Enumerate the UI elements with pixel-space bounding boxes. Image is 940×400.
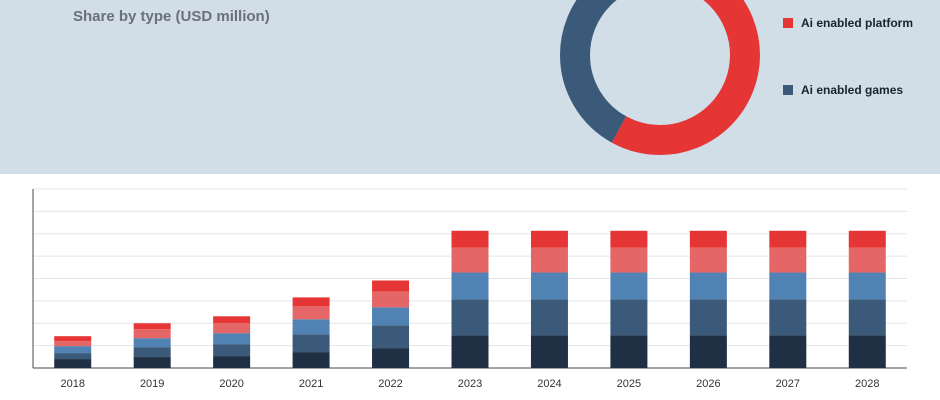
legend-label-games: Ai enabled games: [801, 83, 904, 97]
bar-segment-2019-2: [133, 347, 171, 358]
bar-segment-2020-2: [213, 344, 251, 357]
bar-segment-2026-1: [689, 335, 727, 368]
bar-segment-2018-5: [54, 336, 92, 342]
bar-segment-2020-1: [213, 356, 251, 368]
bar-segment-2022-2: [372, 325, 410, 349]
donut-slice-platform: [560, 0, 760, 155]
bar-segment-2026-3: [689, 272, 727, 300]
bar-segment-2022-4: [372, 291, 410, 308]
bar-segment-2018-2: [54, 353, 92, 360]
bar-segment-2027-5: [769, 230, 807, 248]
bar-segment-2020-5: [213, 316, 251, 324]
stacked-bar-chart: 2018 2019 2020 2021 2022 2023 2024 2025 2026 2027…: [32, 188, 907, 390]
x-tick-label: 2024: [537, 378, 561, 390]
legend-swatch-games: [783, 85, 793, 95]
bar-segment-2023-2: [451, 299, 489, 336]
bar-segment-2024-1: [530, 335, 568, 368]
donut-slice-games: [560, 0, 760, 155]
bar-segment-2018-1: [54, 359, 92, 368]
x-tick-label: 2021: [299, 378, 323, 390]
x-tick-label: 2027: [776, 378, 800, 390]
panel-title: Share by type (USD million): [73, 8, 270, 25]
bar-segment-2023-1: [451, 335, 489, 368]
bar-segment-2019-1: [133, 357, 171, 368]
x-tick-label: 2018: [60, 378, 84, 390]
bar-segment-2028-3: [848, 272, 886, 300]
bar-segment-2025-1: [610, 335, 648, 368]
bar-segment-2024-5: [530, 230, 568, 248]
x-tick-label: 2023: [458, 378, 482, 390]
bar-segment-2024-3: [530, 272, 568, 300]
donut-rings: [560, 0, 760, 155]
bar-segment-2022-1: [372, 348, 410, 368]
bar-segment-2024-4: [530, 247, 568, 273]
x-tick-label: 2026: [696, 378, 720, 390]
x-tick-label: 2022: [378, 378, 402, 390]
bar-segment-2020-4: [213, 323, 251, 334]
bar-segment-2023-4: [451, 247, 489, 273]
bar-segment-2027-2: [769, 299, 807, 336]
x-tick-label: 2028: [855, 378, 879, 390]
legend-item-games: Ai enabled games: [783, 83, 903, 97]
legend-swatch-platform: [783, 18, 793, 28]
bar-segment-2021-2: [292, 334, 330, 353]
bar-segment-2020-3: [213, 333, 251, 345]
bar-segment-2027-4: [769, 247, 807, 273]
bar-segment-2024-2: [530, 299, 568, 336]
bar-segment-2021-5: [292, 297, 330, 307]
bar-segment-2019-3: [133, 338, 171, 348]
bar-segment-2019-5: [133, 323, 171, 330]
bar-segment-2023-5: [451, 230, 489, 248]
bar-segment-2025-3: [610, 272, 648, 300]
bar-segment-2022-5: [372, 280, 410, 292]
x-tick-label: 2019: [140, 378, 164, 390]
bar-segment-2018-3: [54, 346, 92, 354]
bar-segment-2021-4: [292, 306, 330, 320]
bar-segment-2025-5: [610, 230, 648, 248]
bar-segment-2025-4: [610, 247, 648, 273]
donut-chart: [560, 0, 760, 155]
legend-item-platform: Ai enabled platform: [783, 16, 913, 30]
bar-segment-2027-3: [769, 272, 807, 300]
bar-segment-2026-4: [689, 247, 727, 273]
legend-label-platform: Ai enabled platform: [801, 16, 914, 30]
share-by-type-panel: Share by type (USD million) Ai enabled p…: [0, 0, 940, 174]
bar-segment-2028-2: [848, 299, 886, 336]
x-tick-label: 2025: [617, 378, 641, 390]
bar-segment-2026-2: [689, 299, 727, 336]
bar-segment-2028-4: [848, 247, 886, 273]
bar-segment-2019-4: [133, 329, 171, 339]
bar-segment-2021-3: [292, 319, 330, 335]
bar-segment-2028-1: [848, 335, 886, 368]
bar-segment-2025-2: [610, 299, 648, 336]
bar-segment-2027-1: [769, 335, 807, 368]
bar-segment-2026-5: [689, 230, 727, 248]
bar-segment-2028-5: [848, 230, 886, 248]
bar-segment-2022-3: [372, 307, 410, 326]
x-tick-label: 2020: [219, 378, 243, 390]
bar-segment-2023-3: [451, 272, 489, 300]
bar-segment-2018-4: [54, 341, 92, 347]
bar-segment-2021-1: [292, 352, 330, 368]
